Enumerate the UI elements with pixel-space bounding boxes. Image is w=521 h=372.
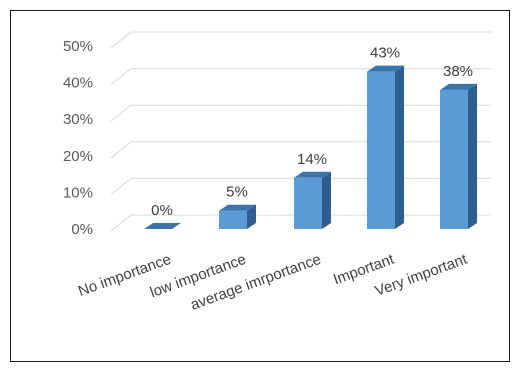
category-label: average imrportance — [188, 251, 323, 314]
y-tick-label: 10% — [63, 184, 93, 201]
bars — [144, 65, 477, 229]
y-tick-label: 30% — [63, 111, 93, 128]
y-tick-label: 50% — [63, 38, 93, 55]
bar — [144, 223, 181, 229]
y-tick-label: 20% — [63, 148, 93, 165]
y-tick-label: 0% — [71, 221, 93, 238]
data-label: 5% — [226, 184, 248, 201]
gridline — [110, 68, 491, 85]
data-label: 14% — [297, 151, 327, 168]
y-tick-label: 40% — [63, 75, 93, 92]
chart-frame: 0% 10% 20% 30% 40% 50% 0% 5% 14% 43% 38% No impor… — [10, 10, 510, 362]
gridline — [110, 31, 491, 49]
bar — [219, 204, 256, 229]
data-label: 0% — [151, 202, 173, 219]
data-labels: 0% 5% 14% 43% 38% — [151, 45, 473, 219]
data-label: 38% — [443, 63, 473, 80]
y-axis-tick-labels: 0% 10% 20% 30% 40% 50% — [63, 38, 93, 238]
bar — [294, 171, 331, 229]
bar — [367, 65, 404, 229]
gridline — [110, 104, 491, 122]
bar — [440, 83, 477, 229]
bar-chart: 0% 10% 20% 30% 40% 50% 0% 5% 14% 43% 38% No impor… — [63, 31, 491, 314]
data-label: 43% — [370, 45, 400, 62]
